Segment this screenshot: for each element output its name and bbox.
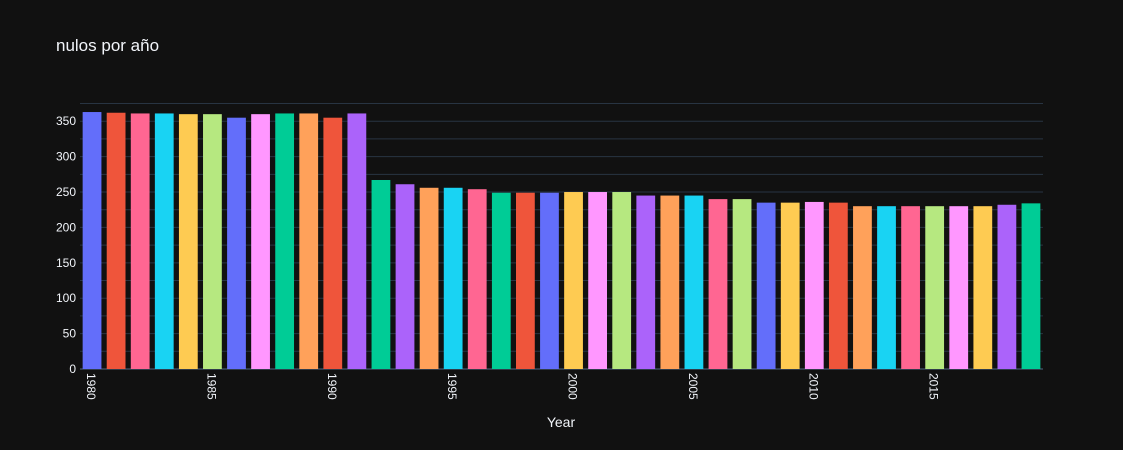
bar-2014[interactable] [901, 206, 920, 369]
bar-1990[interactable] [323, 117, 343, 370]
y-tick-label: 300 [56, 150, 76, 164]
bar-2009[interactable] [780, 202, 800, 369]
bar-1997[interactable] [491, 192, 511, 369]
bar-1993[interactable] [395, 184, 415, 369]
bar-2006[interactable] [708, 199, 728, 369]
bar-2012[interactable] [853, 206, 872, 369]
bar-1987[interactable] [251, 114, 270, 369]
bar-2013[interactable] [877, 206, 896, 369]
chart-title: nulos por año [56, 36, 159, 55]
bar-2010[interactable] [804, 201, 824, 369]
bar-1986[interactable] [227, 117, 246, 370]
bar-1989[interactable] [299, 113, 319, 369]
x-tick-label: 2015 [927, 373, 941, 400]
bar-2003[interactable] [636, 195, 656, 369]
bar-2018[interactable] [997, 204, 1017, 369]
bar-1995[interactable] [443, 187, 463, 369]
bar-2008[interactable] [756, 202, 776, 369]
bar-2000[interactable] [564, 192, 583, 369]
bar-1983[interactable] [154, 113, 174, 369]
bars [82, 112, 1041, 370]
bar-1982[interactable] [130, 113, 150, 369]
y-tick-label: 100 [56, 291, 76, 305]
y-tick-label: 250 [56, 185, 76, 199]
gridlines [80, 103, 1043, 370]
bar-1999[interactable] [540, 192, 559, 369]
y-tick-label: 150 [56, 256, 76, 270]
bar-2007[interactable] [732, 199, 752, 369]
x-tick-label: 1990 [325, 373, 339, 400]
y-tick-label: 200 [56, 220, 76, 234]
y-tick-label: 50 [63, 327, 77, 341]
bar-2001[interactable] [588, 192, 608, 369]
bar-1998[interactable] [515, 192, 535, 369]
bar-2004[interactable] [660, 195, 680, 369]
bar-2017[interactable] [973, 206, 993, 369]
y-tick-label: 350 [56, 114, 76, 128]
bar-1980[interactable] [82, 112, 102, 369]
bar-2019[interactable] [1021, 203, 1041, 369]
x-tick-label: 2010 [806, 373, 820, 400]
y-axis-ticks: 0 50 100 150 200 250 300 350 [56, 114, 76, 376]
y-tick-label: 0 [69, 362, 76, 376]
bar-1994[interactable] [419, 187, 439, 369]
bar-2002[interactable] [612, 192, 632, 369]
bar-2011[interactable] [828, 202, 848, 369]
x-tick-label: 1980 [84, 373, 98, 400]
bar-1988[interactable] [275, 113, 295, 369]
x-tick-label: 2000 [566, 373, 580, 400]
x-tick-label: 1985 [204, 373, 218, 400]
x-tick-label: 2005 [686, 373, 700, 400]
x-axis-label: Year [547, 414, 576, 430]
bar-1985[interactable] [203, 114, 222, 369]
bar-2005[interactable] [684, 195, 704, 369]
bar-1992[interactable] [371, 179, 391, 369]
x-axis-ticks: 1980 1985 1990 1995 2000 2005 2010 2015 [84, 373, 941, 400]
bar-2015[interactable] [925, 206, 945, 369]
bar-1996[interactable] [467, 189, 487, 369]
bar-1991[interactable] [347, 113, 367, 369]
x-tick-label: 1995 [445, 373, 459, 400]
bar-1984[interactable] [178, 114, 198, 369]
bar-2016[interactable] [949, 206, 969, 369]
bar-1981[interactable] [106, 112, 126, 370]
